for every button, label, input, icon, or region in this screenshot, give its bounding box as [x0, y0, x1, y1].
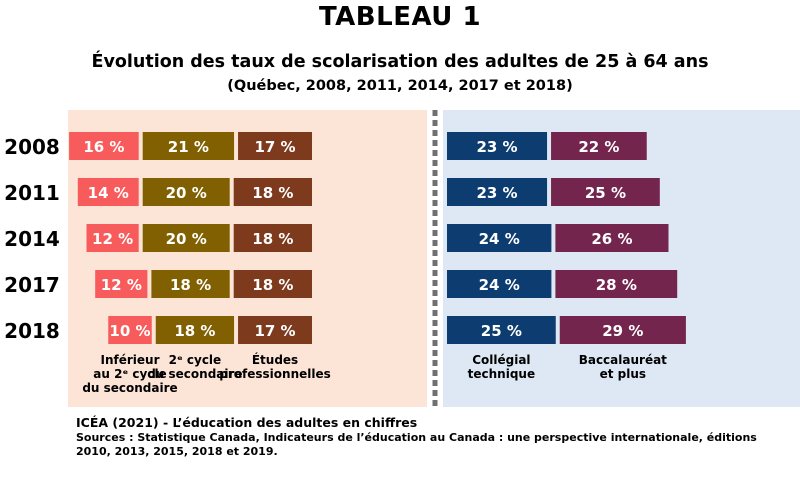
bar-value-label: 22 % — [578, 138, 619, 156]
bar — [86, 224, 139, 252]
bar-value-label: 12 % — [101, 276, 142, 294]
year-label: 2018 — [4, 319, 60, 343]
bar-value-label: 14 % — [88, 184, 129, 202]
bar-chart: 2008 2011 2014 2017 2018 17 % 21 % 16 % 18 % 20 %… — [4, 110, 800, 407]
legend-label: et plus — [600, 367, 646, 381]
bar — [77, 178, 139, 206]
bar-value-label: 23 % — [476, 138, 517, 156]
bar-value-label: 17 % — [254, 138, 295, 156]
year-label: 2008 — [4, 135, 60, 159]
bar — [447, 132, 548, 160]
bar-value-label: 18 % — [170, 276, 211, 294]
bar — [142, 132, 235, 160]
bar-value-label: 26 % — [591, 230, 632, 248]
bar-value-label: 25 % — [481, 322, 522, 340]
bar-value-label: 17 % — [254, 322, 295, 340]
bar — [238, 316, 312, 344]
bar — [142, 224, 230, 252]
bar-value-label: 20 % — [166, 184, 207, 202]
sources-note: Sources : Statistique Canada, Indicateur… — [76, 431, 757, 458]
bar — [447, 270, 552, 298]
chart-footer: ICÉA (2021) - L’éducation des adultes en… — [76, 415, 776, 459]
bar-value-label: 23 % — [476, 184, 517, 202]
legend-label: professionnelles — [219, 367, 331, 381]
legend-label: du secondaire — [82, 381, 177, 395]
legend-label: Collégial — [472, 353, 530, 367]
bar — [238, 132, 312, 160]
bar — [142, 178, 230, 206]
bar-value-label: 18 % — [174, 322, 215, 340]
legend-label: Études — [252, 352, 298, 367]
bar-value-label: 18 % — [252, 184, 293, 202]
bar-value-label: 21 % — [168, 138, 209, 156]
bar-value-label: 25 % — [585, 184, 626, 202]
bar-value-label: 18 % — [252, 230, 293, 248]
bar — [233, 178, 312, 206]
source-line: ICÉA (2021) - L’éducation des adultes en… — [76, 415, 418, 430]
bar — [233, 270, 312, 298]
bar-value-label: 29 % — [602, 322, 643, 340]
chart-subtitle: Évolution des taux de scolarisation des … — [91, 52, 709, 72]
bar — [559, 316, 686, 344]
legend-label: au 2ᵉ cycle — [93, 367, 166, 381]
bar — [555, 224, 669, 252]
year-label: 2014 — [4, 227, 60, 251]
legend-label: Baccalauréat — [579, 353, 667, 367]
bar-value-label: 12 % — [92, 230, 133, 248]
bar-value-label: 24 % — [479, 276, 520, 294]
bar — [551, 178, 660, 206]
bar — [555, 270, 678, 298]
bar-value-label: 20 % — [166, 230, 207, 248]
bar-value-label: 18 % — [252, 276, 293, 294]
bar-value-label: 16 % — [83, 138, 124, 156]
bar — [95, 270, 148, 298]
legend-label: du secondaire — [147, 367, 242, 381]
legend-label: Inférieur — [101, 353, 160, 367]
year-label: 2011 — [4, 181, 60, 205]
bar — [108, 316, 152, 344]
bar — [447, 224, 552, 252]
bar-value-label: 10 % — [109, 322, 150, 340]
bar-value-label: 24 % — [479, 230, 520, 248]
legend-label: 2ᵉ cycle — [169, 353, 222, 367]
legend-label: technique — [468, 367, 535, 381]
bar — [447, 316, 556, 344]
bar — [447, 178, 548, 206]
bar — [155, 316, 235, 344]
chart-subsubtitle: (Québec, 2008, 2011, 2014, 2017 et 2018) — [227, 78, 573, 94]
bar — [551, 132, 647, 160]
bar — [233, 224, 312, 252]
chart-title: TABLEAU 1 — [318, 2, 482, 32]
bar — [69, 132, 139, 160]
year-label: 2017 — [4, 273, 60, 297]
bar — [151, 270, 230, 298]
bar-value-label: 28 % — [596, 276, 637, 294]
